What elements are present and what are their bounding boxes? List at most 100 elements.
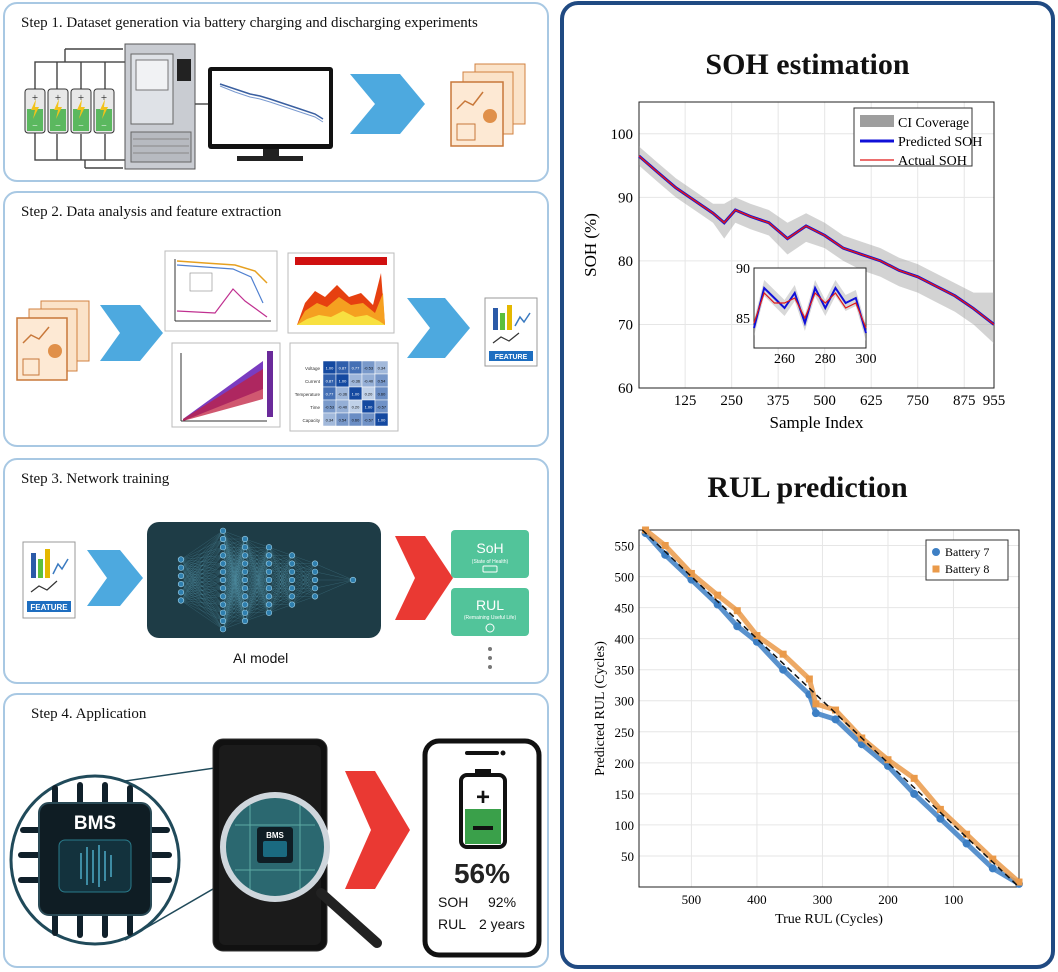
inset-actual-line [753,291,867,329]
documents-icon [16,300,90,381]
arrow-right-icon [345,771,410,889]
soh-xtick: 125 [674,393,697,409]
nn-node [265,568,273,575]
heatmap-value: -0.40 [338,405,348,410]
phone-soh-label: SOH [438,894,468,910]
nn-node [177,572,185,579]
soh-ytick: 70 [618,317,633,333]
heatmap-row-label: Capacity [302,418,320,423]
phone-rul-value: 2 years [479,916,525,932]
rul-ytick: 300 [615,694,635,709]
nn-node [219,544,227,551]
svg-text:−: − [101,121,107,132]
heatmap-value: 0.54 [339,418,348,423]
nn-node [219,601,227,608]
svg-text:+: + [32,92,38,104]
rul-card-title: RUL [476,597,504,613]
soh-ytick: 80 [618,254,633,270]
step2-panel: Step 2. Data analysis and feature extrac… [3,191,549,447]
heatmap-value: -0.53 [364,366,374,371]
soh-xtick: 250 [720,393,743,409]
rul-ytick: 150 [615,787,635,802]
soh-output-card: SoH (State of Health) [451,530,529,578]
nn-node [288,593,296,600]
ci-band [639,146,994,344]
nn-node [265,576,273,584]
rul-xtick: 200 [878,892,898,907]
step3-title: Step 3. Network training [21,471,170,487]
soh-ylabel: SOH (%) [581,213,600,277]
nn-node [265,601,273,608]
heatmap-cell [374,412,389,427]
rul-ylabel: Predicted RUL (Cycles) [593,641,608,776]
nn-node [288,576,296,584]
heatmap-value: -0.36 [338,392,348,397]
nn-node [241,560,249,567]
soh-ytick: 60 [618,381,633,397]
step4-title: Step 4. Application [31,706,147,722]
rul-ytick: 500 [615,570,635,585]
heatmap-value: -0.57 [364,418,374,423]
heatmap-row-label: Temperature [295,392,321,397]
rul-output-card: RUL (Remaining Useful Life) [451,588,529,636]
inset-ytick: 90 [736,262,750,277]
step4-illustration: BMS BMS [9,738,542,958]
inset-xtick: 260 [774,352,795,367]
rul-chart: 500 400 300 200 100 50 100 150 200 250 300 350 400 45… [593,526,1023,927]
nn-node [177,589,185,596]
heatmap-value: 1.00 [339,379,348,384]
climate-chamber-icon [124,43,196,170]
heatmap-value: -0.53 [325,405,335,410]
nn-node [219,617,227,625]
nn-node [241,601,249,608]
soh-legend-entry: Predicted SOH [898,135,982,150]
heatmap-value: 0.20 [365,392,374,397]
nn-node [288,585,296,592]
step1-panel: Step 1. Dataset generation via battery c… [3,2,549,182]
soh-ytick: 100 [611,127,634,143]
heatmap-value: 0.87 [326,379,335,384]
heatmap-row-label: Time [310,405,320,410]
step1-title: Step 1. Dataset generation via battery c… [21,15,478,31]
nn-node [177,597,185,604]
svg-text:−: − [32,121,38,132]
rul-legend: Battery 7 Battery 8 [925,539,1009,581]
heatmap-value: 1.00 [352,392,361,397]
nn-node [177,556,185,563]
feature-label: FEATURE [495,354,528,361]
feature-icon: FEATURE [484,297,538,367]
rul-ytick: 550 [615,539,635,554]
nn-node [241,568,249,575]
nn-node [219,535,227,543]
arrow-right-icon [407,298,470,358]
nn-node [311,593,319,600]
rul-xlabel: True RUL (Cycles) [775,912,883,927]
monitor-icon [208,67,333,161]
step1-illustration: + − + − + − + [24,43,526,170]
inset-ytick: 85 [736,312,750,327]
heatmap-value: 0.60 [378,392,387,397]
nn-node [219,585,227,592]
phone-rul-label: RUL [438,916,466,932]
soh-chart: 125 250 375 500 625 750 875 955 60 70 80 90 100 Sampl… [581,101,1005,432]
nn-node [349,576,357,584]
heatmap-value: 0.77 [326,392,335,397]
battery-icon: + [459,769,507,849]
arrow-right-icon [395,536,453,620]
svg-text:−: − [78,121,84,132]
nn-node [265,609,273,616]
rul-ytick: 200 [615,756,635,771]
nn-node [288,560,296,567]
actual-soh-line [638,155,995,326]
nn-node [219,527,227,534]
nn-node [288,552,296,559]
rul-card-subtitle: (Remaining Useful Life) [464,615,517,621]
heatmap-value: -0.40 [364,379,374,384]
nn-node [241,609,249,616]
voltage-plot-thumbnail [164,250,278,332]
svg-text:+: + [55,92,61,104]
soh-inset: 260 280 300 85 90 [736,262,877,367]
rul-ytick: 400 [615,632,635,647]
soh-legend-entry: Actual SOH [898,154,967,169]
